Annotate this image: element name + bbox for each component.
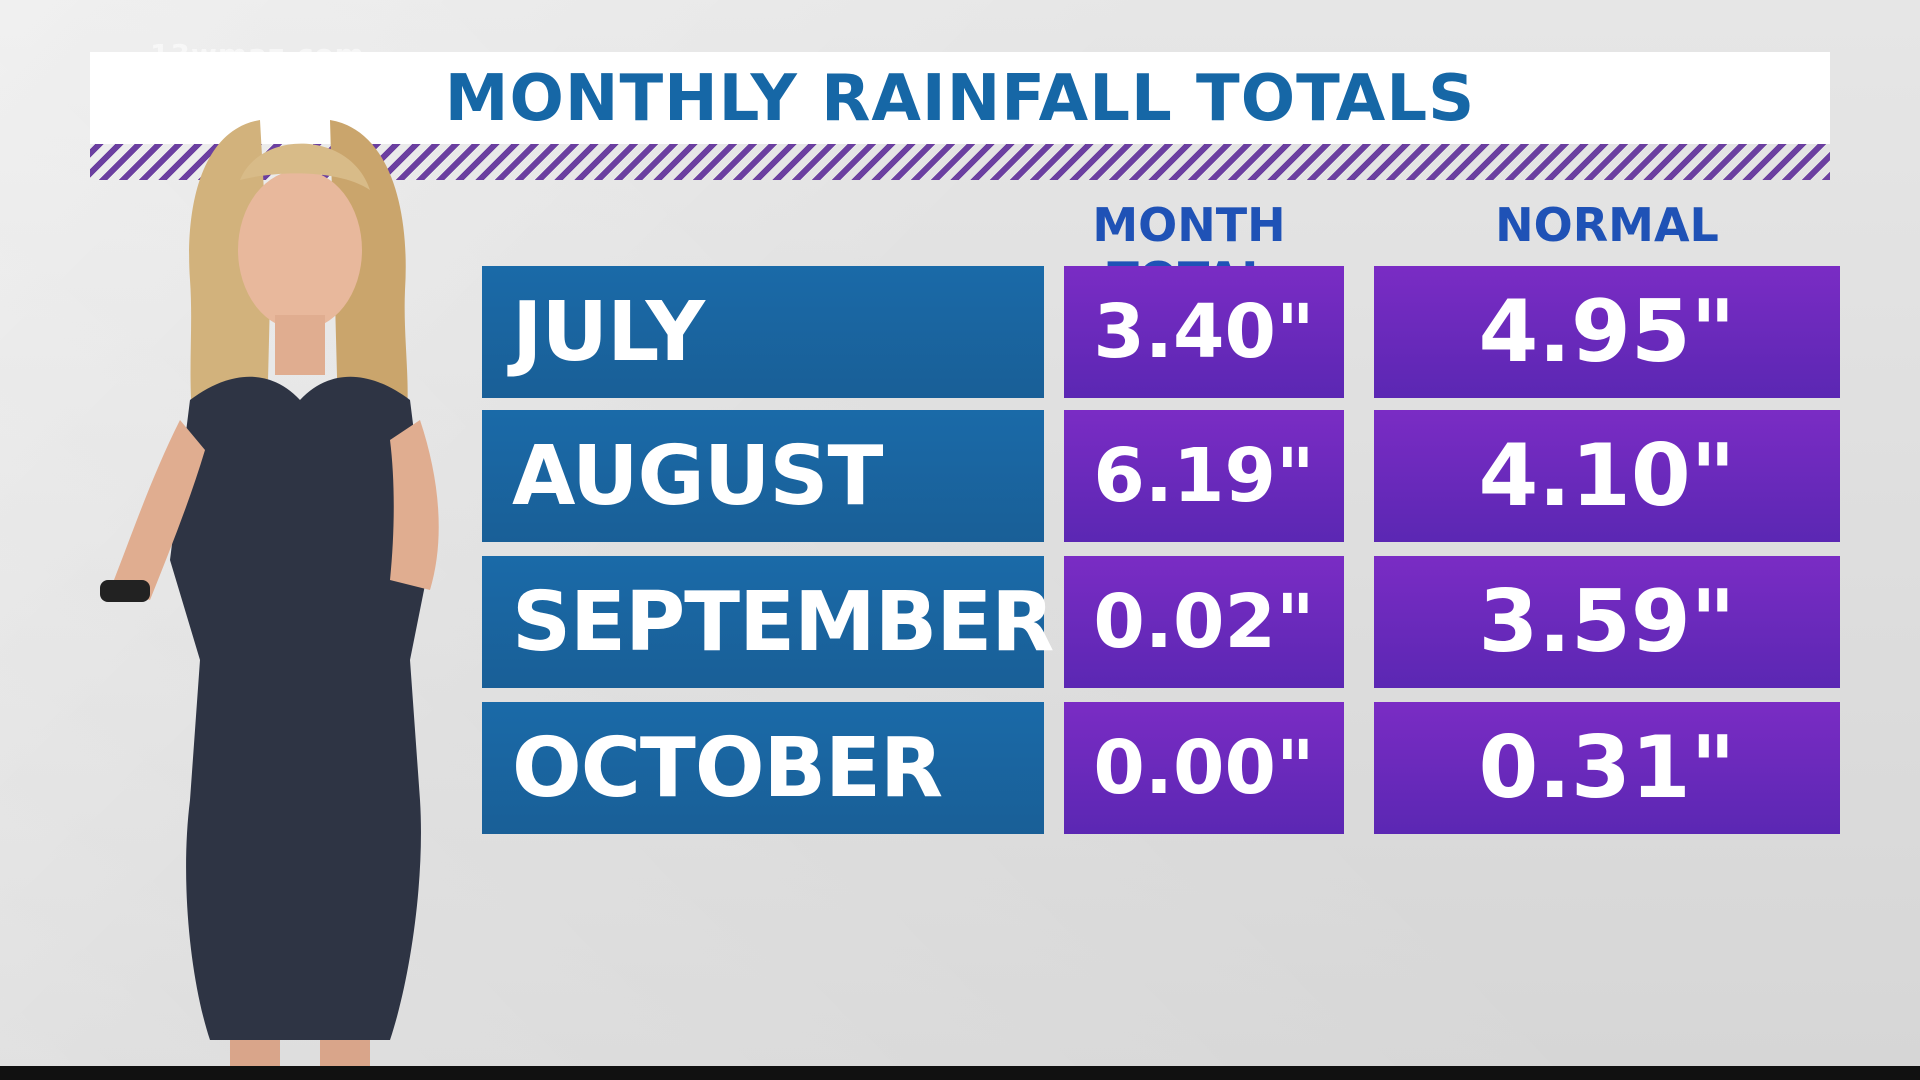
month-total-cell: 6.19" — [1064, 410, 1344, 542]
presenter-figure — [100, 120, 439, 1080]
month-total-cell: 0.02" — [1064, 556, 1344, 688]
month-cell: AUGUST — [482, 410, 1044, 542]
normal-cell: 4.95" — [1374, 266, 1840, 398]
normal-cell: 0.31" — [1374, 702, 1840, 834]
title-bar: MONTHLY RAINFALL TOTALS — [90, 52, 1830, 144]
bottom-frame-bar — [0, 1066, 1920, 1080]
month-total-cell: 3.40" — [1064, 266, 1344, 398]
normal-cell: 4.10" — [1374, 410, 1840, 542]
month-cell: OCTOBER — [482, 702, 1044, 834]
month-cell: SEPTEMBER — [482, 556, 1054, 688]
normal-cell: 3.59" — [1374, 556, 1840, 688]
month-cell: JULY — [482, 266, 1044, 398]
graphic-title: MONTHLY RAINFALL TOTALS — [444, 62, 1476, 136]
header-normal: NORMAL — [1495, 198, 1719, 252]
month-total-cell: 0.00" — [1064, 702, 1344, 834]
